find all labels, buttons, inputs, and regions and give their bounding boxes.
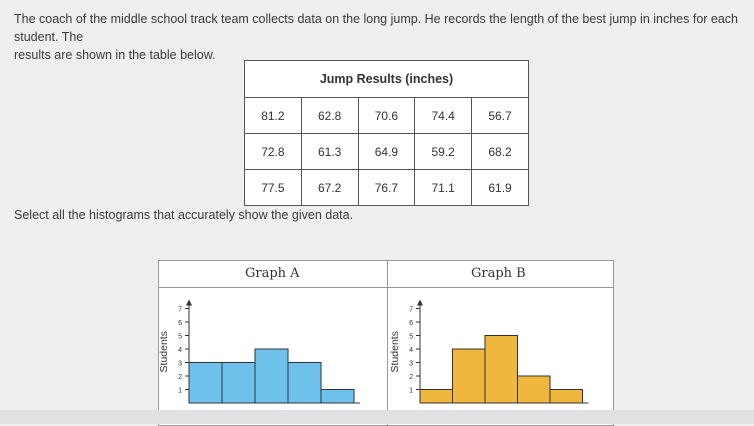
jump-results-table: Jump Results (inches) 81.2 62.8 70.6 74.… xyxy=(244,60,529,206)
y-axis-label: Students xyxy=(159,331,170,372)
histogram-bar xyxy=(320,389,355,404)
table-cell: 76.7 xyxy=(357,169,416,206)
y-tick-label: 6 xyxy=(409,320,413,327)
graph-b-plot: 1234567Students525966738087 xyxy=(389,299,589,423)
bottom-strip xyxy=(0,410,754,424)
table-cell: 68.2 xyxy=(471,133,529,170)
table-cell: 61.9 xyxy=(471,169,529,206)
table-row: 72.8 61.3 64.9 59.2 68.2 xyxy=(244,133,529,170)
histogram-bar xyxy=(188,362,223,404)
y-tick-label: 4 xyxy=(409,347,413,354)
table-cell: 74.4 xyxy=(414,97,473,134)
histogram-bar xyxy=(287,362,322,404)
y-tick-label: 1 xyxy=(178,388,182,395)
table-row: 81.2 62.8 70.6 74.4 56.7 xyxy=(244,97,529,134)
graph-a-histogram[interactable]: 1234567Students566268748086 xyxy=(159,288,387,425)
y-tick-label: 6 xyxy=(178,320,182,327)
histogram-bar xyxy=(517,375,551,404)
histogram-bar xyxy=(221,362,256,404)
y-tick-label: 5 xyxy=(178,334,182,341)
table-cell: 72.8 xyxy=(244,133,302,170)
graph-b-histogram[interactable]: 1234567Students525966738087 xyxy=(388,288,613,425)
histogram-bar xyxy=(549,389,583,404)
graph-title-row: Graph A Graph B xyxy=(159,261,613,288)
y-tick-label: 3 xyxy=(409,361,413,368)
y-axis-arrow-icon xyxy=(186,299,192,306)
prompt-line-2: results are shown in the table below. xyxy=(14,48,216,62)
y-axis-label: Students xyxy=(389,331,401,372)
histogram-choices: Graph A Graph B 1234567Students566268748… xyxy=(158,260,614,426)
table-cell: 70.6 xyxy=(357,97,416,134)
y-tick-label: 2 xyxy=(178,374,182,381)
prompt-line-1: The coach of the middle school track tea… xyxy=(14,12,739,44)
histogram-bar xyxy=(254,348,289,404)
table-cell: 59.2 xyxy=(414,133,473,170)
table-cell: 81.2 xyxy=(244,97,302,134)
table-cell: 67.2 xyxy=(300,169,359,206)
column-divider xyxy=(387,261,388,425)
histogram-bar xyxy=(484,335,518,404)
question-prompt: The coach of the middle school track tea… xyxy=(14,10,744,64)
y-tick-label: 7 xyxy=(178,307,182,314)
y-tick-label: 7 xyxy=(409,307,413,314)
y-tick-label: 5 xyxy=(409,334,413,341)
y-tick-label: 1 xyxy=(409,388,413,395)
table-cell: 77.5 xyxy=(244,169,302,206)
graph-b-title: Graph B xyxy=(471,266,526,281)
graph-a-plot: 1234567Students566268748086 xyxy=(159,299,361,423)
graph-a-title: Graph A xyxy=(245,266,300,281)
table-title: Jump Results (inches) xyxy=(244,60,529,98)
y-tick-label: 2 xyxy=(409,374,413,381)
table-cell: 56.7 xyxy=(471,97,529,134)
table-cell: 64.9 xyxy=(357,133,416,170)
y-axis-arrow-icon xyxy=(417,299,423,306)
table-cell: 61.3 xyxy=(300,133,359,170)
table-row: 77.5 67.2 76.7 71.1 61.9 xyxy=(244,169,529,206)
y-tick-label: 4 xyxy=(178,347,182,354)
table-cell: 62.8 xyxy=(300,97,359,134)
y-tick-label: 3 xyxy=(178,361,182,368)
histogram-bar xyxy=(452,348,486,404)
instruction-text: Select all the histograms that accuratel… xyxy=(14,208,354,222)
table-cell: 71.1 xyxy=(414,169,473,206)
histogram-bar xyxy=(419,389,453,404)
